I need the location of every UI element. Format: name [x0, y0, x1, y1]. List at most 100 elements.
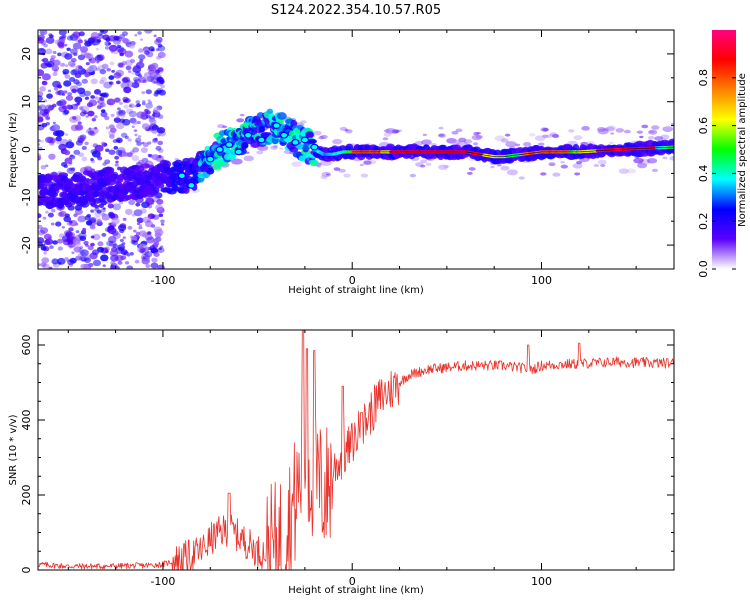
noise-speckle	[143, 72, 152, 79]
noise-speckle	[52, 50, 57, 55]
noise-speckle	[124, 208, 133, 215]
noise-speckle	[581, 126, 590, 131]
noise-speckle	[600, 164, 606, 167]
noise-speckle	[133, 76, 140, 82]
noise-speckle	[451, 130, 459, 135]
noise-speckle	[109, 213, 116, 219]
ridge-blob	[306, 132, 313, 139]
noise-speckle	[134, 34, 138, 37]
noise-speckle	[45, 36, 55, 44]
noise-speckle	[61, 162, 68, 167]
noise-speckle	[142, 142, 149, 148]
noise-speckle	[115, 137, 123, 144]
ridge-blob	[266, 108, 274, 114]
noise-speckle	[145, 89, 152, 95]
noise-speckle	[127, 138, 132, 142]
noise-speckle	[77, 54, 86, 61]
noise-speckle	[126, 108, 133, 114]
noise-speckle	[147, 141, 152, 145]
ridge-blob	[175, 166, 185, 172]
noise-speckle	[140, 208, 147, 214]
noise-speckle	[67, 60, 76, 67]
noise-speckle	[42, 216, 47, 220]
noise-speckle	[128, 103, 135, 109]
noise-speckle	[57, 238, 64, 244]
noise-speckle	[573, 135, 583, 141]
noise-speckle	[66, 104, 72, 109]
noise-speckle	[99, 79, 105, 85]
noise-speckle	[313, 130, 322, 136]
ridge-line	[352, 146, 674, 158]
snr-frame	[37, 329, 675, 571]
noise-speckle	[102, 207, 106, 210]
noise-speckle	[118, 109, 126, 116]
noise-speckle	[141, 157, 149, 164]
noise-speckle	[75, 140, 83, 146]
noise-speckle	[633, 157, 644, 164]
noise-speckle	[610, 132, 615, 135]
noise-speckle	[77, 121, 82, 125]
noise-speckle	[109, 127, 117, 133]
noise-speckle	[123, 104, 129, 109]
noise-speckle	[497, 163, 502, 167]
noise-speckle	[45, 164, 49, 168]
noise-speckle	[73, 246, 82, 253]
noise-speckle	[141, 91, 146, 95]
noise-speckle	[38, 36, 45, 44]
noise-speckle	[136, 217, 144, 224]
noise-speckle	[136, 120, 141, 125]
noise-speckle	[56, 84, 62, 88]
noise-speckle	[82, 227, 87, 232]
colorbar-ticks: 0.0 0.2 0.4 0.6 0.8	[697, 69, 736, 278]
noise-speckle	[116, 122, 125, 130]
noise-speckle	[283, 149, 292, 155]
noise-speckle	[79, 46, 89, 53]
noise-speckle	[119, 101, 123, 105]
noise-speckle	[156, 55, 162, 60]
noise-speckle	[458, 137, 467, 142]
noise-speckle	[90, 242, 95, 247]
noise-speckle	[60, 62, 66, 67]
noise-speckle	[157, 51, 166, 59]
noise-speckle	[174, 157, 179, 161]
noise-speckle	[500, 138, 509, 143]
noise-speckle	[141, 257, 150, 265]
noise-speckle	[48, 154, 56, 160]
noise-speckle	[133, 209, 143, 217]
noise-speckle	[473, 132, 480, 136]
noise-speckle	[654, 136, 664, 141]
noise-speckle	[646, 157, 658, 164]
noise-speckle	[321, 171, 332, 178]
noise-speckle	[50, 222, 55, 226]
noise-speckle	[126, 265, 134, 269]
noise-speckle	[144, 220, 154, 228]
noise-speckle	[113, 146, 119, 150]
noise-speckle	[548, 162, 556, 167]
noise-speckle	[76, 81, 82, 87]
noise-speckle	[40, 227, 49, 234]
noise-speckle	[78, 106, 84, 111]
noise-speckle	[467, 171, 473, 175]
noise-speckle	[90, 95, 96, 99]
x-tick-label: 100	[531, 575, 552, 588]
noise-speckle	[121, 77, 129, 83]
noise-speckle	[636, 130, 643, 134]
noise-speckle	[506, 169, 518, 176]
noise-speckle	[109, 249, 119, 257]
noise-speckle	[94, 207, 100, 212]
noise-speckle	[105, 37, 111, 42]
noise-speckle	[156, 198, 164, 205]
noise-speckle	[113, 117, 121, 123]
noise-speckle	[77, 215, 87, 223]
noise-speckle	[151, 257, 158, 263]
noise-speckle	[153, 81, 157, 84]
noise-speckle	[549, 132, 558, 137]
noise-speckle	[52, 59, 61, 66]
noise-speckle	[239, 113, 245, 117]
noise-speckle	[107, 203, 114, 209]
noise-speckle	[160, 223, 165, 226]
noise-speckle	[43, 251, 47, 255]
noise-speckle	[101, 109, 106, 113]
noise-speckle	[81, 78, 88, 84]
noise-speckle	[90, 78, 98, 85]
